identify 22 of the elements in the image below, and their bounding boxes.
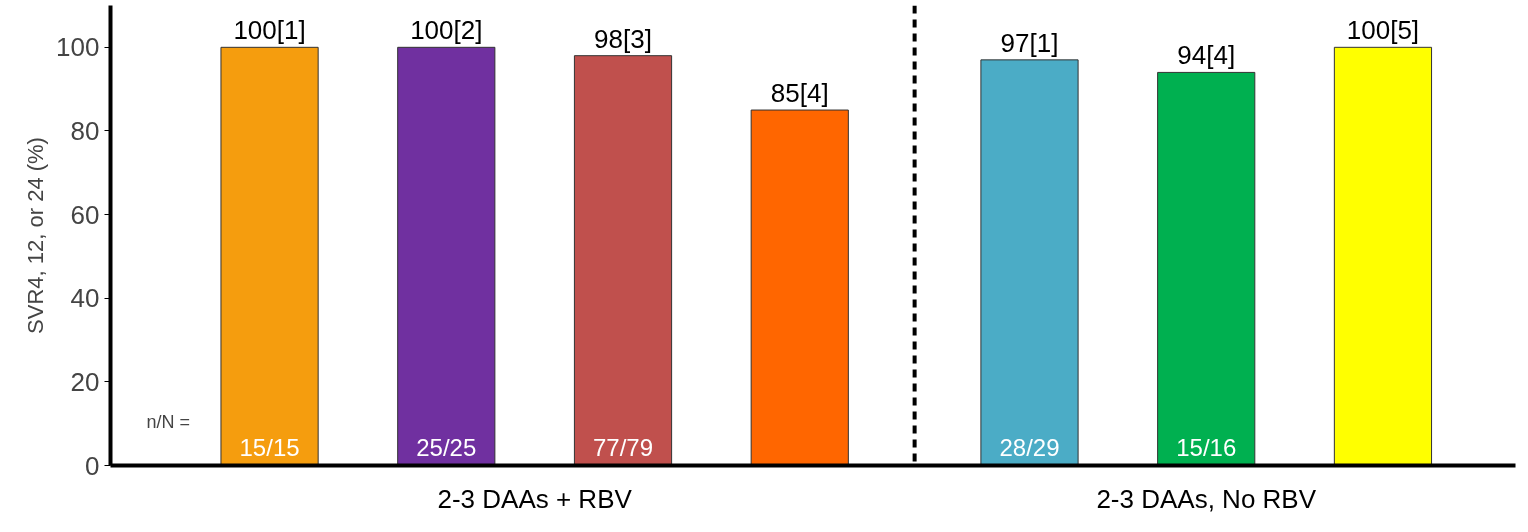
y-tick-label: 60	[70, 199, 100, 230]
y-tick-label: 40	[70, 283, 100, 314]
data-label: 100[1]	[233, 15, 306, 46]
annotation: 15/16	[1176, 434, 1237, 462]
data-label: 94[4]	[1177, 40, 1236, 71]
data-label: 100[5]	[1346, 15, 1420, 46]
data-label: 85[4]	[770, 78, 829, 109]
data-label: 97[1]	[1000, 27, 1059, 58]
text: 2-3 DAAs + RBV	[437, 483, 633, 514]
annotation: 77/79	[592, 434, 654, 462]
data-label: 98[3]	[594, 23, 652, 54]
text: 2-3 DAAs, No RBV	[1096, 483, 1317, 514]
y-tick-label: 0	[85, 450, 100, 481]
y-tick-label: 100	[56, 32, 100, 63]
data-label: 100[2]	[410, 15, 483, 46]
y-axis-title: SVR4, 12, or 24 (%)	[23, 137, 49, 334]
annotation: 28/29	[999, 434, 1060, 462]
annotation: 25/25	[416, 434, 477, 462]
annotation: n/N =	[146, 412, 191, 433]
y-tick-label: 20	[70, 366, 100, 397]
annotation: 15/15	[239, 434, 300, 462]
y-tick-label: 80	[70, 115, 100, 146]
